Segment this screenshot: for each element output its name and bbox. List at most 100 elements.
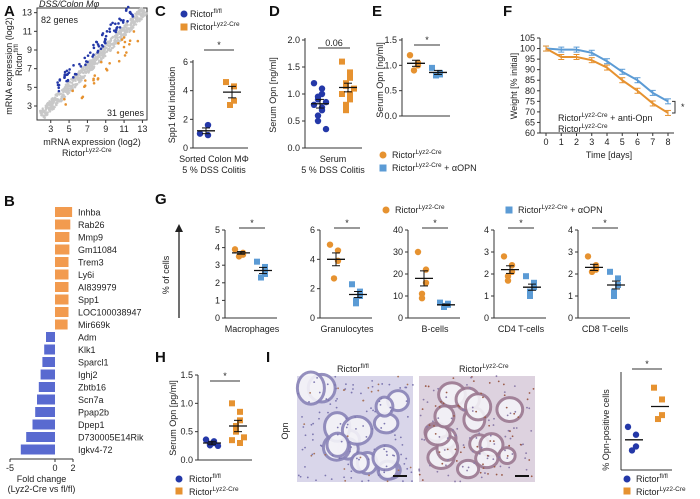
opn-point: [437, 299, 443, 306]
grey-point: [48, 108, 51, 111]
cell-nucleus: [514, 410, 517, 413]
cell-nucleus: [373, 448, 376, 451]
cell-nucleus: [304, 466, 306, 468]
grey-point: [102, 47, 106, 50]
cell-nucleus: [310, 454, 313, 457]
x-tick-label: 7: [85, 124, 90, 134]
grey-point: [94, 62, 97, 65]
grey-point: [134, 23, 138, 26]
cell-nucleus: [313, 452, 316, 455]
up-gene-point: [125, 7, 128, 11]
cell-nucleus: [429, 464, 431, 467]
y-tick-label: 0: [568, 313, 573, 323]
cre-point: [343, 82, 349, 89]
chart-title: DSS/Colon Mφ: [39, 0, 100, 9]
cell-nucleus: [437, 387, 439, 390]
cell-nucleus: [383, 448, 386, 451]
grey-point: [106, 41, 110, 45]
cell-nucleus: [329, 403, 332, 405]
y-axis-sublabel: Rictorfl/fl: [13, 44, 24, 76]
grey-point: [59, 100, 63, 103]
grey-point: [102, 50, 105, 54]
cell-nucleus: [385, 465, 388, 468]
bar-label: LOC100038947: [78, 308, 142, 318]
down-gene-point: [63, 97, 66, 101]
x-tick-label: 13: [137, 124, 147, 134]
cell-nucleus: [513, 427, 515, 429]
x-tick-label: 7: [650, 137, 655, 147]
grey-point: [115, 33, 118, 37]
grey-point: [80, 70, 83, 74]
cell-nucleus: [297, 392, 299, 395]
up-gene-point: [66, 72, 70, 76]
cell-nucleus: [377, 474, 380, 476]
x-tick-label: 8: [665, 137, 670, 147]
grey-point: [138, 9, 142, 13]
cell-nucleus: [389, 406, 392, 409]
cell-nucleus: [355, 427, 357, 430]
y-tick-label: 105: [520, 33, 535, 43]
grey-point: [43, 111, 46, 114]
opn-point: [441, 304, 447, 310]
histology-image: [418, 375, 535, 483]
legend-label: Rictorfl/fl: [190, 8, 222, 19]
cell-nucleus: [385, 450, 388, 453]
bar-label: Sparcl1: [78, 358, 109, 368]
y-tick-label: 2: [215, 278, 220, 288]
cell-nucleus: [421, 479, 424, 481]
cell-nucleus: [452, 377, 455, 380]
crypt: [374, 395, 395, 418]
cell-nucleus: [492, 440, 495, 443]
y-tick-label: 1.0: [287, 89, 300, 99]
cre-point: [504, 273, 512, 280]
cell-nucleus: [509, 430, 511, 433]
cell-nucleus: [506, 455, 509, 457]
x-tick-label: 3: [48, 124, 53, 134]
cell-nucleus: [349, 450, 351, 453]
cell-nucleus: [304, 434, 307, 437]
x-tick-label: 3: [589, 137, 594, 147]
cell-nucleus: [371, 428, 374, 430]
up-gene-point: [83, 56, 87, 60]
down-gene-point: [83, 84, 87, 88]
cell-nucleus: [301, 448, 304, 451]
cell-nucleus: [418, 468, 421, 471]
legend-marker: [623, 475, 631, 483]
cell-nucleus: [493, 443, 496, 445]
y-tick-label: 1.0: [384, 60, 397, 70]
cell-nucleus: [365, 435, 368, 438]
cell-nucleus: [440, 400, 442, 403]
cre-point: [229, 400, 235, 407]
y-tick-label: 1.5: [180, 370, 193, 380]
cell-nucleus: [466, 469, 468, 472]
category-label: Granulocytes: [320, 324, 374, 334]
bar: [55, 244, 70, 255]
cell-nucleus: [453, 415, 455, 417]
grey-point: [109, 37, 113, 41]
down-gene-point: [80, 96, 84, 100]
grey-point: [63, 87, 66, 91]
cell-nucleus: [370, 407, 372, 410]
cell-nucleus: [325, 398, 328, 400]
y-tick-label: 30: [393, 247, 403, 257]
cre-point: [659, 396, 665, 403]
cre-point: [500, 253, 508, 260]
cell-nucleus: [336, 426, 339, 429]
cell-nucleus: [454, 448, 457, 451]
grey-point: [67, 87, 71, 90]
bar-label: AI839979: [78, 283, 117, 293]
cell-nucleus: [377, 383, 380, 386]
bar: [40, 369, 55, 380]
cell-nucleus: [311, 453, 314, 456]
sig-label: *: [425, 35, 429, 45]
cell-nucleus: [487, 419, 490, 422]
grey-point: [140, 18, 143, 21]
grey-point: [77, 73, 81, 76]
crypt: [325, 431, 350, 458]
cell-nucleus: [350, 470, 353, 473]
cell-nucleus: [344, 388, 347, 390]
cell-nucleus: [471, 406, 474, 409]
up-gene-point: [95, 40, 99, 44]
cell-nucleus: [383, 445, 386, 447]
down-gene-point: [125, 51, 128, 54]
